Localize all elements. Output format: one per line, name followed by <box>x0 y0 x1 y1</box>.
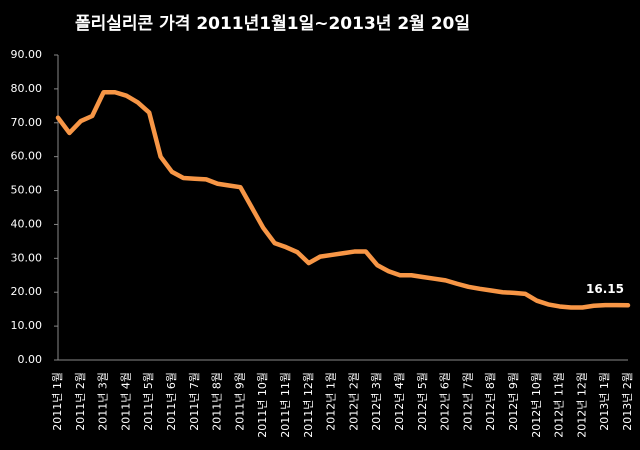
x-tick-label: 2011년 9월 <box>233 372 246 431</box>
x-tick-label: 2013년 1월 <box>598 372 611 431</box>
y-tick-label: 30.00 <box>11 251 43 264</box>
x-tick-label: 2011년 2월 <box>74 372 87 431</box>
y-tick-label: 10.00 <box>11 319 43 332</box>
y-tick-label: 50.00 <box>11 184 43 197</box>
y-tick-label: 90.00 <box>11 48 43 61</box>
x-tick-label: 2011년 3월 <box>97 372 110 431</box>
x-tick-label: 2013년 2월 <box>621 372 634 431</box>
x-tick-label: 2012년 7월 <box>461 372 474 431</box>
x-tick-label: 2011년 8월 <box>211 372 224 431</box>
y-tick-label: 0.00 <box>18 353 43 366</box>
x-tick-label: 2012년 11월 <box>553 372 566 438</box>
y-tick-label: 60.00 <box>11 150 43 163</box>
chart-title: 폴리실리콘 가격 2011년1월1일~2013년 2월 20일 <box>75 14 470 34</box>
x-tick-label: 2012년 3월 <box>370 372 383 431</box>
x-tick-label: 2011년 10월 <box>256 372 269 438</box>
x-tick-label: 2012년 6월 <box>439 372 452 431</box>
y-tick-label: 70.00 <box>11 116 43 129</box>
x-tick-label: 2012년 10월 <box>530 372 543 438</box>
x-tick-label: 2012년 2월 <box>347 372 360 431</box>
x-tick-label: 2012년 4월 <box>393 372 406 431</box>
x-tick-label: 2012년 5월 <box>416 372 429 431</box>
x-tick-label: 2011년 7월 <box>188 372 201 431</box>
x-tick-label: 2012년 12월 <box>575 372 588 438</box>
x-tick-label: 2012년 9월 <box>507 372 520 431</box>
x-tick-label: 2011년 1월 <box>51 372 64 431</box>
y-tick-label: 40.00 <box>11 217 43 230</box>
x-tick-label: 2011년 6월 <box>165 372 178 431</box>
x-tick-label: 2012년 8월 <box>484 372 497 431</box>
data-label: 16.15 <box>586 282 624 296</box>
x-tick-label: 2011년 4월 <box>119 372 132 431</box>
x-tick-label: 2011년 11월 <box>279 372 292 438</box>
line <box>55 90 631 310</box>
y-tick-label: 20.00 <box>11 285 43 298</box>
y-tick-label: 80.00 <box>11 82 43 95</box>
x-tick-label: 2011년 12월 <box>302 372 315 438</box>
x-tick-label: 2011년 5월 <box>142 372 155 431</box>
x-tick-label: 2012년 1월 <box>325 372 338 431</box>
